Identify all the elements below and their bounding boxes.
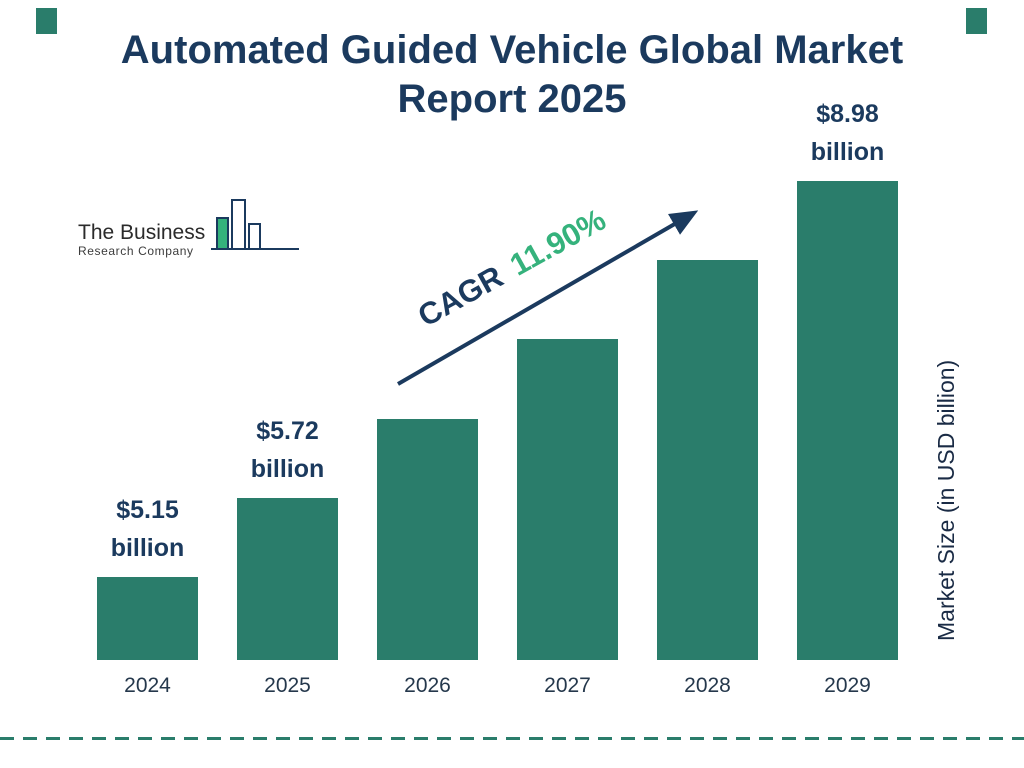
x-axis-label-2029: 2029 xyxy=(824,674,871,697)
x-axis-label-2026: 2026 xyxy=(404,674,451,697)
y-axis-label: Market Size (in USD billion) xyxy=(933,359,959,641)
value-label-2029: $8.98 billion xyxy=(810,100,885,166)
value-label-2024: $5.15 billion xyxy=(110,496,185,562)
x-axis-label-2027: 2027 xyxy=(544,674,591,697)
bottom-dashed-line xyxy=(0,737,1024,740)
page-title-line1: Automated Guided Vehicle Global Market xyxy=(120,28,904,72)
bar-2026 xyxy=(377,419,478,660)
logo-text-primary: The Business xyxy=(78,220,206,244)
page-title: Automated Guided Vehicle Global Market R… xyxy=(0,26,1024,124)
x-axis-label-2024: 2024 xyxy=(124,674,171,697)
value-label-2025: $5.72 billion xyxy=(250,417,325,483)
bar-2027 xyxy=(517,339,618,660)
bar-2028 xyxy=(657,260,758,660)
x-axis-label-2028: 2028 xyxy=(684,674,731,697)
page-title-line2: Report 2025 xyxy=(397,76,627,121)
company-logo-text: The Business Research Company xyxy=(78,221,205,258)
bar-2024 xyxy=(97,577,198,660)
bar-2025 xyxy=(237,498,338,660)
company-logo: The Business Research Company xyxy=(78,194,301,258)
logo-text-secondary: Research Company xyxy=(78,243,194,258)
x-axis-label-2025: 2025 xyxy=(264,674,311,697)
bar-chart-logo-icon xyxy=(211,199,300,250)
bar-2029 xyxy=(797,181,898,660)
corner-accent-left xyxy=(36,8,57,34)
corner-accent-right xyxy=(966,8,987,34)
